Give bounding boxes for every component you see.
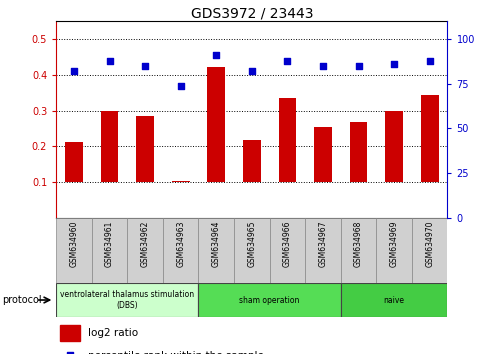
Text: sham operation: sham operation xyxy=(239,296,299,304)
Bar xyxy=(349,122,366,182)
Text: log2 ratio: log2 ratio xyxy=(87,328,138,338)
Text: naive: naive xyxy=(383,296,404,304)
Point xyxy=(389,61,397,67)
Text: percentile rank within the sample: percentile rank within the sample xyxy=(87,351,263,354)
Bar xyxy=(376,218,411,283)
Bar xyxy=(92,218,127,283)
Point xyxy=(66,352,74,354)
Text: GSM634968: GSM634968 xyxy=(353,220,362,267)
Bar xyxy=(340,283,447,317)
Bar xyxy=(420,95,438,182)
Bar xyxy=(56,283,198,317)
Text: protocol: protocol xyxy=(2,295,42,305)
Text: GSM634965: GSM634965 xyxy=(247,220,256,267)
Point xyxy=(318,63,326,69)
Bar xyxy=(198,218,234,283)
Point xyxy=(247,68,255,74)
Bar xyxy=(313,127,331,182)
Bar xyxy=(340,218,376,283)
Text: GSM634960: GSM634960 xyxy=(69,220,79,267)
Bar xyxy=(127,218,163,283)
Point xyxy=(70,68,78,74)
Text: GSM634970: GSM634970 xyxy=(424,220,433,267)
Bar xyxy=(411,218,447,283)
Point xyxy=(177,83,184,88)
Bar xyxy=(163,218,198,283)
Text: GSM634967: GSM634967 xyxy=(318,220,327,267)
Bar xyxy=(60,325,80,341)
Text: GSM634964: GSM634964 xyxy=(211,220,220,267)
Point xyxy=(354,63,362,69)
Text: GSM634962: GSM634962 xyxy=(141,220,149,267)
Text: ventrolateral thalamus stimulation
(DBS): ventrolateral thalamus stimulation (DBS) xyxy=(60,290,194,310)
Bar xyxy=(65,142,83,182)
Title: GDS3972 / 23443: GDS3972 / 23443 xyxy=(190,6,312,20)
Text: GSM634969: GSM634969 xyxy=(389,220,398,267)
Point xyxy=(283,58,291,63)
Point xyxy=(141,63,149,69)
Bar xyxy=(56,218,92,283)
Bar xyxy=(269,218,305,283)
Text: GSM634961: GSM634961 xyxy=(105,220,114,267)
Bar xyxy=(234,218,269,283)
Bar xyxy=(243,140,260,182)
Bar xyxy=(198,283,340,317)
Point xyxy=(105,58,113,63)
Bar xyxy=(385,110,402,182)
Bar xyxy=(136,116,154,182)
Bar xyxy=(171,181,189,182)
Text: GSM634966: GSM634966 xyxy=(283,220,291,267)
Point xyxy=(425,58,433,63)
Bar xyxy=(305,218,340,283)
Point xyxy=(212,52,220,58)
Text: GSM634963: GSM634963 xyxy=(176,220,185,267)
Bar xyxy=(278,98,296,182)
Bar xyxy=(207,67,224,182)
Bar xyxy=(101,110,118,182)
